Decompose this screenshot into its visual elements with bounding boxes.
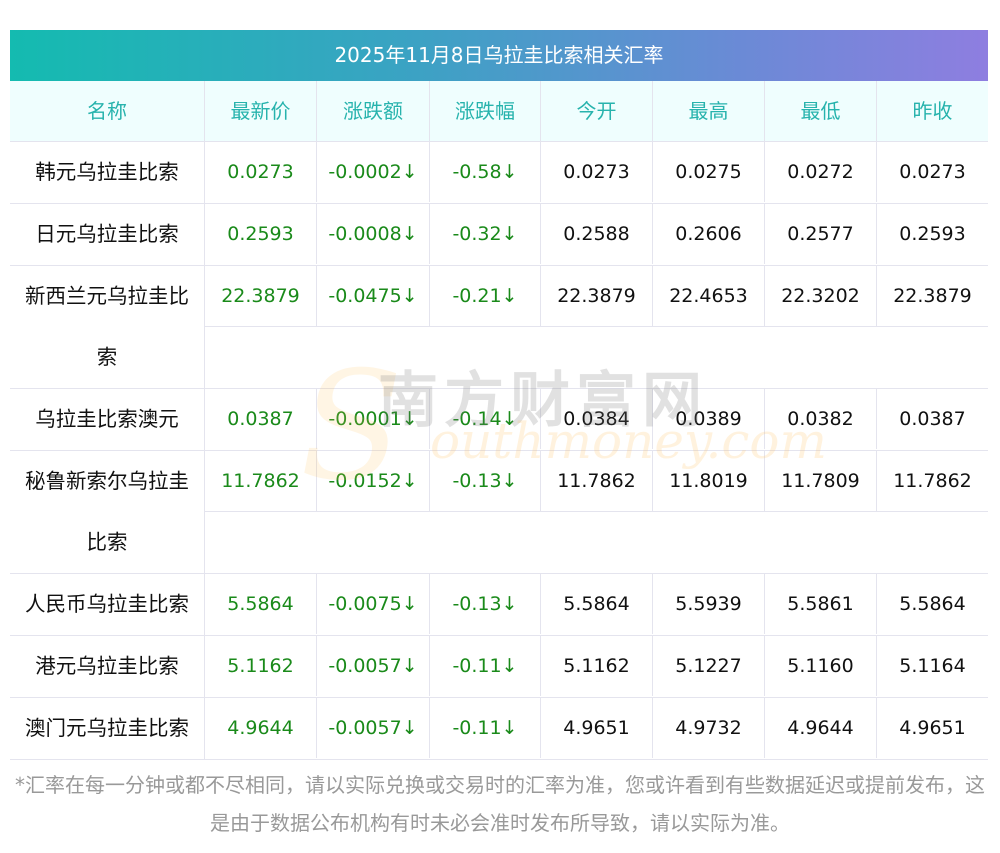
cell-latest: 5.1162 [205,636,317,696]
cell-prev-close: 0.0387 [899,408,966,430]
cell-latest: 22.3879 [205,266,317,326]
cell-open: 22.3879 [541,266,653,326]
rate-table: 2025年11月8日乌拉圭比索相关汇率 名称 最新价 涨跌额 涨跌幅 今开 最高 最低 昨收 … [10,30,988,760]
table-row: 秘鲁新索尔乌拉圭比索 11.7862 -0.0152↓ -0.13↓ 11.7862 11… [10,451,988,574]
currency-pair-name: 人民币乌拉圭比索 [10,574,205,635]
cell-open: 11.7862 [541,451,653,511]
cell-change: -0.0075↓ [317,574,430,634]
cell-open: 0.0384 [541,389,653,449]
cell-high: 0.2606 [653,204,765,264]
table-row: 澳门元乌拉圭比索 4.9644 -0.0057↓ -0.11↓ 4.9651 4.9732… [10,698,988,760]
cell-low: 0.2577 [765,204,877,264]
cell-change: -0.0152↓ [317,451,430,511]
currency-pair-name: 韩元乌拉圭比索 [10,142,205,203]
table-row: 日元乌拉圭比索 0.2593 -0.0008↓ -0.32↓ 0.2588 0.2606 0… [10,204,988,266]
currency-pair-name: 日元乌拉圭比索 [10,204,205,265]
cell-high: 11.8019 [653,451,765,511]
table-row: 人民币乌拉圭比索 5.5864 -0.0075↓ -0.13↓ 5.5864 5.5939… [10,574,988,636]
cell-prev-close: 5.1164 [899,655,966,677]
cell-high: 0.0275 [653,142,765,202]
cell-prev-close: 4.9651 [899,717,966,739]
cell-low: 11.7809 [765,451,877,511]
table-row: 韩元乌拉圭比索 0.0273 -0.0002↓ -0.58↓ 0.0273 0.0275 0… [10,142,988,204]
cell-open: 0.2588 [541,204,653,264]
table-header: 名称 最新价 涨跌额 涨跌幅 今开 最高 最低 昨收 [10,81,988,142]
cell-change: -0.0008↓ [317,204,430,264]
cell-open: 0.0273 [541,142,653,202]
table-row: 新西兰元乌拉圭比索 22.3879 -0.0475↓ -0.21↓ 22.3879 22.… [10,266,988,389]
cell-change-pct: -0.14↓ [430,389,541,449]
cell-low: 22.3202 [765,266,877,326]
cell-low: 5.5861 [765,574,877,634]
cell-change-pct: -0.11↓ [430,636,541,696]
column-header: 最低 [765,81,877,141]
table-row: 港元乌拉圭比索 5.1162 -0.0057↓ -0.11↓ 5.1162 5.1227 5… [10,636,988,698]
cell-change-pct: -0.11↓ [430,698,541,758]
cell-latest: 0.0387 [205,389,317,449]
cell-high: 5.1227 [653,636,765,696]
column-header: 今开 [541,81,653,141]
cell-change-pct: -0.13↓ [430,574,541,634]
cell-low: 0.0382 [765,389,877,449]
cell-latest: 0.0273 [205,142,317,202]
cell-high: 22.4653 [653,266,765,326]
disclaimer-note: *汇率在每一分钟或都不尽相同，请以实际兑换或交易时的汇率为准，您或许看到有些数据… [15,773,985,835]
currency-pair-name: 新西兰元乌拉圭比索 [10,266,205,388]
cell-prev-close: 11.7862 [893,470,972,492]
cell-change: -0.0002↓ [317,142,430,202]
cell-change-pct: -0.32↓ [430,204,541,264]
cell-change: -0.0057↓ [317,698,430,758]
cell-high: 0.0389 [653,389,765,449]
cell-latest: 0.2593 [205,204,317,264]
column-header: 最高 [653,81,765,141]
currency-pair-name: 澳门元乌拉圭比索 [10,698,205,759]
currency-pair-name: 乌拉圭比索澳元 [10,389,205,450]
cell-change: -0.0057↓ [317,636,430,696]
cell-change-pct: -0.21↓ [430,266,541,326]
cell-open: 5.5864 [541,574,653,634]
cell-open: 5.1162 [541,636,653,696]
cell-open: 4.9651 [541,698,653,758]
cell-change-pct: -0.58↓ [430,142,541,202]
cell-low: 0.0272 [765,142,877,202]
column-header: 名称 [10,81,205,141]
cell-change: -0.0001↓ [317,389,430,449]
column-header: 最新价 [205,81,317,141]
currency-pair-name: 港元乌拉圭比索 [10,636,205,697]
cell-prev-close: 0.2593 [899,223,966,245]
cell-change-pct: -0.13↓ [430,451,541,511]
cell-latest: 4.9644 [205,698,317,758]
cell-prev-close: 22.3879 [893,285,972,307]
currency-pair-name: 秘鲁新索尔乌拉圭比索 [10,451,205,573]
cell-low: 4.9644 [765,698,877,758]
cell-low: 5.1160 [765,636,877,696]
column-header: 涨跌幅 [430,81,541,141]
cell-high: 4.9732 [653,698,765,758]
table-row: 乌拉圭比索澳元 0.0387 -0.0001↓ -0.14↓ 0.0384 0.0389 0… [10,389,988,451]
column-header: 涨跌额 [317,81,430,141]
table-title: 2025年11月8日乌拉圭比索相关汇率 [10,30,988,81]
cell-prev-close: 5.5864 [899,593,966,615]
cell-latest: 5.5864 [205,574,317,634]
cell-prev-close: 0.0273 [899,161,966,183]
cell-high: 5.5939 [653,574,765,634]
cell-latest: 11.7862 [205,451,317,511]
cell-change: -0.0475↓ [317,266,430,326]
column-header: 昨收 [912,99,953,123]
